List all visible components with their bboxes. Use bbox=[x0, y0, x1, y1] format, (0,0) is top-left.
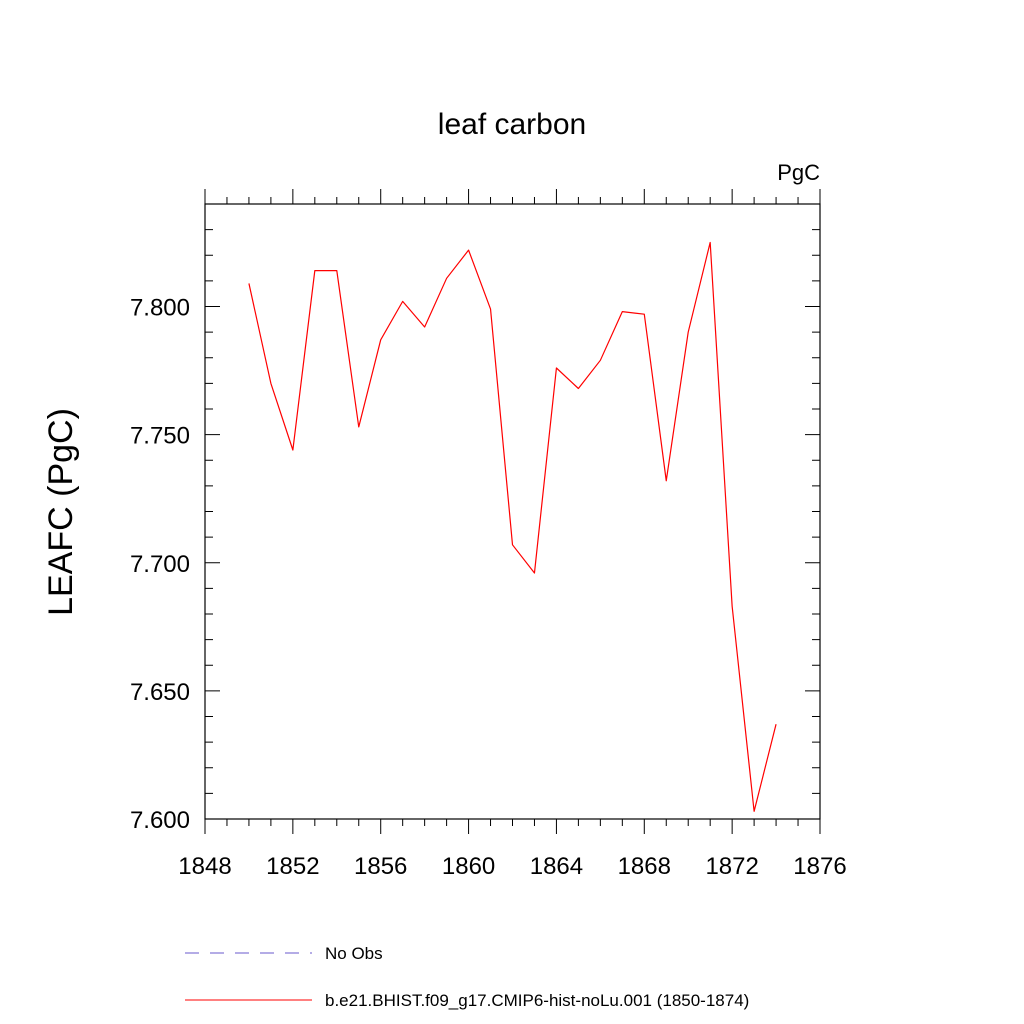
legend-label-no-obs: No Obs bbox=[325, 944, 383, 963]
x-tick-label: 1864 bbox=[530, 853, 583, 880]
units-label: PgC bbox=[777, 160, 820, 185]
x-tick-label: 1868 bbox=[618, 853, 671, 880]
x-tick-label: 1852 bbox=[266, 853, 319, 880]
series-line bbox=[248, 241, 777, 812]
y-tick-label: 7.750 bbox=[130, 423, 190, 450]
series-group bbox=[248, 241, 777, 812]
x-tick-label: 1876 bbox=[793, 853, 846, 880]
axis-ticks bbox=[204, 189, 821, 834]
y-tick-label: 7.600 bbox=[130, 807, 190, 834]
y-tick-label: 7.700 bbox=[130, 551, 190, 578]
x-tick-label: 1872 bbox=[705, 853, 758, 880]
x-tick-label: 1848 bbox=[178, 853, 231, 880]
y-tick-label: 7.650 bbox=[130, 679, 190, 706]
y-tick-label: 7.800 bbox=[130, 295, 190, 322]
tick-labels: 1848 1852 1856 1860 1864 1868 1872 1876 7.600 7.6… bbox=[130, 295, 847, 881]
legend-label-model: b.e21.BHIST.f09_g17.CMIP6-hist-noLu.001 … bbox=[325, 991, 749, 1010]
y-axis-label: LEAFC (PgC) bbox=[42, 408, 80, 616]
x-tick-label: 1860 bbox=[442, 853, 495, 880]
legend: No Obs b.e21.BHIST.f09_g17.CMIP6-hist-no… bbox=[185, 944, 749, 1010]
plot-frame bbox=[204, 203, 821, 820]
x-tick-label: 1856 bbox=[354, 853, 407, 880]
chart-title: leaf carbon bbox=[438, 108, 586, 141]
